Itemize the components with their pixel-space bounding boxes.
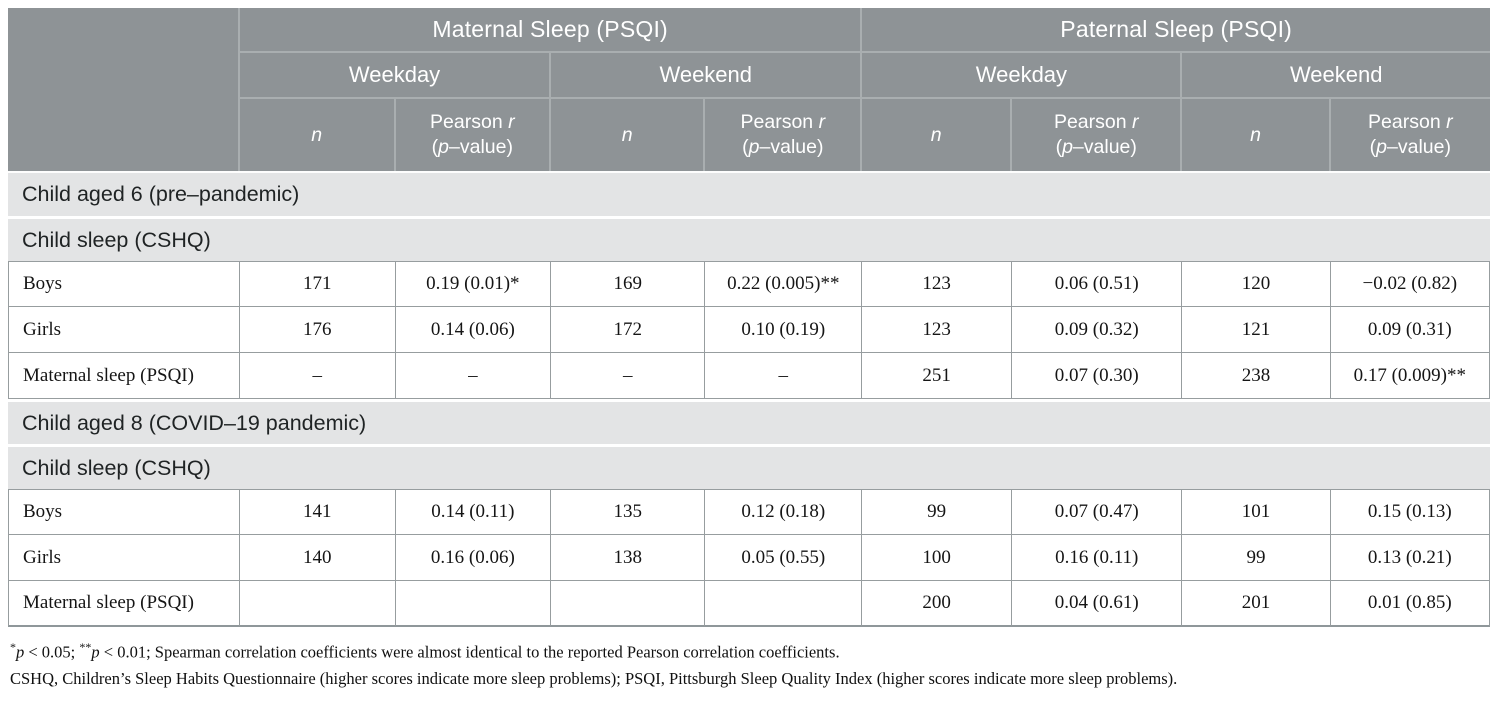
pearson-header: Pearson r (p–value) <box>395 99 552 171</box>
data-cell: 99 <box>1182 535 1331 581</box>
data-cell: 0.06 (0.51) <box>1012 261 1183 307</box>
data-cell: 0.14 (0.11) <box>395 489 552 535</box>
col-group-maternal: Maternal Sleep (PSQI) <box>239 8 863 53</box>
data-cell: – <box>239 353 396 399</box>
data-cell <box>395 581 552 627</box>
section-subtitle-row: Child sleep (CSHQ) <box>8 216 1490 261</box>
data-cell: 0.13 (0.21) <box>1330 535 1490 581</box>
data-cell: 123 <box>862 307 1013 353</box>
data-cell: 171 <box>239 261 396 307</box>
section-subtitle-row: Child sleep (CSHQ) <box>8 444 1490 489</box>
n-header: n <box>1182 99 1331 171</box>
data-cell: 0.12 (0.18) <box>705 489 863 535</box>
n-label: n <box>930 123 942 146</box>
section-title-row: Child aged 6 (pre–pandemic) <box>8 171 1490 216</box>
correlation-table: Maternal Sleep (PSQI) Paternal Sleep (PS… <box>8 8 1490 627</box>
n-label: n <box>621 123 633 146</box>
footnotes: *p < 0.05; **p < 0.01; Spearman correlat… <box>8 627 1488 692</box>
data-cell: 140 <box>239 535 396 581</box>
data-cell: 99 <box>862 489 1013 535</box>
row-label: Girls <box>8 307 240 353</box>
n-header: n <box>862 99 1013 171</box>
pearson-header: Pearson r (p–value) <box>1012 99 1183 171</box>
data-row-boys-6: Boys 171 0.19 (0.01)* 169 0.22 (0.005)**… <box>8 261 1490 307</box>
subgroup-paternal-weekday: Weekday <box>862 53 1183 99</box>
data-cell: 123 <box>862 261 1013 307</box>
n-header: n <box>551 99 706 171</box>
data-cell: 0.16 (0.11) <box>1012 535 1183 581</box>
data-cell: 141 <box>239 489 396 535</box>
data-cell: 0.07 (0.30) <box>1012 353 1183 399</box>
data-cell: 0.07 (0.47) <box>1012 489 1183 535</box>
data-cell: 0.10 (0.19) <box>705 307 863 353</box>
data-cell: – <box>705 353 863 399</box>
data-cell: 0.04 (0.61) <box>1012 581 1183 627</box>
data-cell: 0.09 (0.32) <box>1012 307 1183 353</box>
col-group-paternal: Paternal Sleep (PSQI) <box>862 8 1490 53</box>
data-cell: 138 <box>551 535 706 581</box>
data-cell: 201 <box>1182 581 1331 627</box>
subgroup-maternal-weekend: Weekend <box>551 53 863 99</box>
section-title: Child aged 8 (COVID–19 pandemic) <box>8 399 1490 444</box>
row-label: Boys <box>8 261 240 307</box>
data-cell: 251 <box>862 353 1013 399</box>
section-subtitle: Child sleep (CSHQ) <box>8 216 1490 261</box>
data-cell: 100 <box>862 535 1013 581</box>
data-cell: 176 <box>239 307 396 353</box>
data-row-maternal-8: Maternal sleep (PSQI) 200 0.04 (0.61) 20… <box>8 581 1490 627</box>
footnote-abbreviations: CSHQ, Children’s Sleep Habits Questionna… <box>10 668 1178 688</box>
asterisk-single: * <box>10 640 16 654</box>
section-subtitle: Child sleep (CSHQ) <box>8 444 1490 489</box>
table-header: Maternal Sleep (PSQI) Paternal Sleep (PS… <box>8 8 1490 171</box>
data-cell: 121 <box>1182 307 1331 353</box>
section-title: Child aged 6 (pre–pandemic) <box>8 171 1490 216</box>
row-label: Maternal sleep (PSQI) <box>8 581 240 627</box>
data-row-girls-6: Girls 176 0.14 (0.06) 172 0.10 (0.19) 12… <box>8 307 1490 353</box>
footnote-significance: *p < 0.05; **p < 0.01; Spearman correlat… <box>10 640 840 662</box>
data-cell: 0.14 (0.06) <box>395 307 552 353</box>
data-cell: 172 <box>551 307 706 353</box>
subgroup-maternal-weekday: Weekday <box>239 53 552 99</box>
data-row-girls-8: Girls 140 0.16 (0.06) 138 0.05 (0.55) 10… <box>8 535 1490 581</box>
subgroup-paternal-weekend: Weekend <box>1182 53 1490 99</box>
data-row-boys-8: Boys 141 0.14 (0.11) 135 0.12 (0.18) 99 … <box>8 489 1490 535</box>
data-cell: 169 <box>551 261 706 307</box>
row-label: Girls <box>8 535 240 581</box>
data-cell: 0.05 (0.55) <box>705 535 863 581</box>
n-header: n <box>239 99 396 171</box>
pearson-header: Pearson r (p–value) <box>1330 99 1490 171</box>
table-body: Child aged 6 (pre–pandemic) Child sleep … <box>8 171 1490 627</box>
data-cell: −0.02 (0.82) <box>1330 261 1490 307</box>
row-label: Maternal sleep (PSQI) <box>8 353 240 399</box>
data-cell: 0.01 (0.85) <box>1330 581 1490 627</box>
data-cell: 101 <box>1182 489 1331 535</box>
table-corner-cell <box>8 8 240 171</box>
data-cell <box>551 581 706 627</box>
data-cell: – <box>395 353 552 399</box>
asterisk-double: ** <box>79 640 92 654</box>
data-cell: – <box>551 353 706 399</box>
data-cell: 238 <box>1182 353 1331 399</box>
data-cell <box>239 581 396 627</box>
data-cell: 0.22 (0.005)** <box>705 261 863 307</box>
data-cell <box>705 581 863 627</box>
data-cell: 0.19 (0.01)* <box>395 261 552 307</box>
n-label: n <box>311 123 323 146</box>
data-cell: 0.15 (0.13) <box>1330 489 1490 535</box>
data-cell: 0.16 (0.06) <box>395 535 552 581</box>
n-label: n <box>1250 123 1261 146</box>
data-cell: 200 <box>862 581 1013 627</box>
row-label: Boys <box>8 489 240 535</box>
data-cell: 0.09 (0.31) <box>1330 307 1490 353</box>
data-cell: 135 <box>551 489 706 535</box>
data-cell: 120 <box>1182 261 1331 307</box>
data-cell: 0.17 (0.009)** <box>1330 353 1490 399</box>
pearson-header: Pearson r (p–value) <box>705 99 863 171</box>
data-row-maternal-6: Maternal sleep (PSQI) – – – – 251 0.07 (… <box>8 353 1490 399</box>
section-title-row: Child aged 8 (COVID–19 pandemic) <box>8 399 1490 444</box>
